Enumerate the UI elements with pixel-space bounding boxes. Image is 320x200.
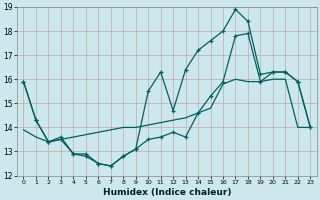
X-axis label: Humidex (Indice chaleur): Humidex (Indice chaleur)	[103, 188, 231, 197]
